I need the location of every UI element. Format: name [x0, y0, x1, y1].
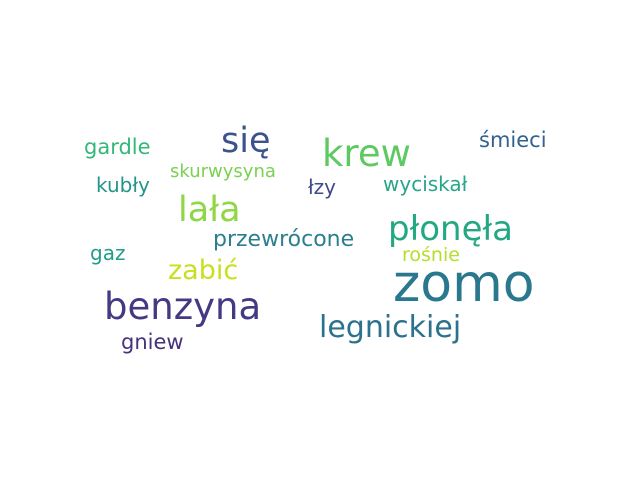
word-kubly: kubły	[96, 173, 150, 197]
word-rosnie: rośnie	[402, 244, 460, 266]
word-przewrocone: przewrócone	[213, 227, 355, 252]
word-plonela: płonęła	[388, 209, 514, 249]
word-zabic: zabić	[168, 255, 239, 286]
word-lala: lała	[178, 190, 241, 230]
word-zomo: zomo	[393, 254, 535, 314]
word-gniew: gniew	[121, 330, 184, 354]
word-wyciskal: wyciskał	[383, 172, 468, 196]
word-benzyna: benzyna	[104, 285, 262, 328]
word-smieci: śmieci	[479, 128, 547, 152]
word-sie: się	[221, 121, 271, 161]
word-krew: krew	[322, 132, 411, 175]
word-legnickiej: legnickiej	[319, 310, 462, 345]
word-gardle: gardle	[84, 135, 151, 159]
word-lzy: łzy	[308, 175, 337, 199]
word-gaz: gaz	[90, 241, 126, 265]
word-skurwysyna: skurwysyna	[170, 161, 276, 182]
